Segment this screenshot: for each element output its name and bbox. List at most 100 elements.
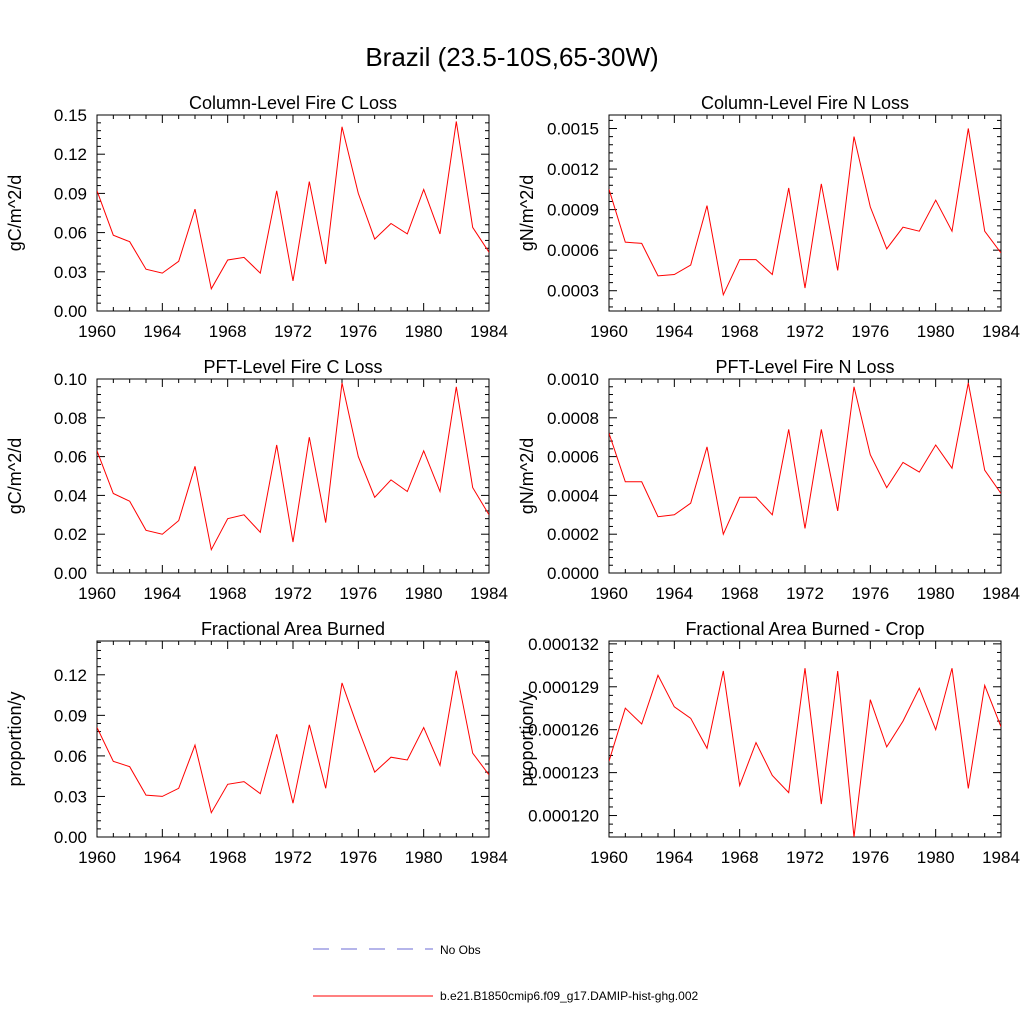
x-tick-label: 1980: [917, 848, 955, 867]
y-tick-label: 0.02: [54, 525, 87, 544]
chart-title: Column-Level Fire N Loss: [701, 93, 909, 113]
y-tick-label: 0.0010: [547, 370, 599, 389]
x-tick-label: 1972: [786, 584, 824, 603]
y-tick-label: 0.0009: [547, 201, 599, 220]
x-tick-label: 1984: [982, 322, 1020, 341]
x-tick-label: 1960: [78, 322, 116, 341]
x-tick-label: 1964: [143, 584, 181, 603]
series-line: [97, 670, 489, 815]
x-tick-label: 1968: [209, 584, 247, 603]
y-tick-label: 0.03: [54, 263, 87, 282]
x-tick-label: 1976: [339, 584, 377, 603]
y-tick-label: 0.04: [54, 486, 87, 505]
y-tick-label: 0.000129: [528, 678, 599, 697]
x-tick-label: 1964: [143, 848, 181, 867]
y-axis-label: gC/m^2/d: [5, 438, 25, 514]
series-line: [609, 668, 1001, 837]
x-tick-label: 1964: [655, 584, 693, 603]
plot-frame: [96, 640, 490, 838]
x-tick-label: 1964: [655, 322, 693, 341]
x-tick-label: 1960: [590, 848, 628, 867]
y-tick-label: 0.15: [54, 106, 87, 125]
y-tick-label: 0.0000: [547, 564, 599, 583]
plot-frame: [96, 378, 490, 574]
y-tick-label: 0.0006: [547, 241, 599, 260]
y-axis-label: proportion/y: [517, 691, 537, 786]
legend: No Obs b.e21.B1850cmip6.f09_g17.DAMIP-hi…: [313, 943, 698, 1003]
x-tick-label: 1976: [851, 322, 889, 341]
y-tick-label: 0.000120: [528, 807, 599, 826]
x-tick-label: 1964: [655, 848, 693, 867]
chart-panel: Fractional Area Burned proportion/y 1960 19…: [5, 619, 508, 867]
series-line: [609, 382, 1001, 536]
y-tick-label: 0.000126: [528, 721, 599, 740]
y-tick-label: 0.06: [54, 747, 87, 766]
chart-title: Fractional Area Burned - Crop: [685, 619, 924, 639]
chart-title: PFT-Level Fire C Loss: [203, 357, 382, 377]
y-tick-label: 0.06: [54, 224, 87, 243]
y-tick-label: 0.09: [54, 706, 87, 725]
plot-frame: [608, 378, 1002, 574]
y-tick-label: 0.000123: [528, 764, 599, 783]
x-tick-label: 1980: [405, 322, 443, 341]
y-tick-label: 0.0003: [547, 282, 599, 301]
x-tick-label: 1976: [851, 584, 889, 603]
chart-panel: Fractional Area Burned - Crop proportion/…: [517, 619, 1020, 867]
chart-panel: Column-Level Fire N Loss gN/m^2/d 1960 1964…: [517, 93, 1020, 341]
x-tick-label: 1968: [721, 848, 759, 867]
y-tick-label: 0.00: [54, 302, 87, 321]
x-tick-label: 1976: [851, 848, 889, 867]
x-tick-label: 1976: [339, 848, 377, 867]
x-tick-label: 1964: [143, 322, 181, 341]
x-tick-label: 1972: [274, 848, 312, 867]
y-tick-label: 0.0002: [547, 525, 599, 544]
y-axis-label: gN/m^2/d: [517, 438, 537, 514]
x-tick-label: 1960: [78, 848, 116, 867]
y-tick-label: 0.00: [54, 828, 87, 847]
y-tick-label: 0.09: [54, 184, 87, 203]
x-tick-label: 1980: [917, 322, 955, 341]
y-tick-label: 0.12: [54, 666, 87, 685]
x-tick-label: 1984: [470, 584, 508, 603]
chart-title: Fractional Area Burned: [201, 619, 385, 639]
x-tick-label: 1960: [78, 584, 116, 603]
y-tick-label: 0.06: [54, 448, 87, 467]
x-tick-label: 1972: [786, 848, 824, 867]
y-axis-label: gN/m^2/d: [517, 175, 537, 251]
legend-obs-label: No Obs: [440, 943, 481, 957]
y-tick-label: 0.0012: [547, 160, 599, 179]
x-tick-label: 1972: [274, 322, 312, 341]
x-tick-label: 1972: [274, 584, 312, 603]
legend-model-label: b.e21.B1850cmip6.f09_g17.DAMIP-hist-ghg.…: [440, 989, 698, 1003]
x-tick-label: 1984: [470, 848, 508, 867]
page-title: Brazil (23.5-10S,65-30W): [365, 42, 658, 72]
plot-frame: [96, 114, 490, 312]
chart-panel: Column-Level Fire C Loss gC/m^2/d 1960 1964…: [5, 93, 508, 341]
chart-title: Column-Level Fire C Loss: [189, 93, 397, 113]
y-tick-label: 0.03: [54, 787, 87, 806]
x-tick-label: 1984: [982, 848, 1020, 867]
x-tick-label: 1984: [982, 584, 1020, 603]
panels: Column-Level Fire C Loss gC/m^2/d 1960 1964…: [5, 93, 1020, 867]
x-tick-label: 1960: [590, 322, 628, 341]
y-tick-label: 0.0015: [547, 120, 599, 139]
x-tick-label: 1972: [786, 322, 824, 341]
x-tick-label: 1968: [721, 322, 759, 341]
series-line: [97, 121, 489, 291]
x-tick-label: 1968: [209, 322, 247, 341]
series-line: [97, 382, 489, 552]
x-tick-label: 1960: [590, 584, 628, 603]
y-tick-label: 0.12: [54, 145, 87, 164]
x-tick-label: 1980: [917, 584, 955, 603]
series-line: [609, 128, 1001, 297]
y-tick-label: 0.10: [54, 370, 87, 389]
y-tick-label: 0.0004: [547, 486, 599, 505]
y-tick-label: 0.08: [54, 409, 87, 428]
x-tick-label: 1976: [339, 322, 377, 341]
y-tick-label: 0.000132: [528, 635, 599, 654]
x-tick-label: 1980: [405, 848, 443, 867]
chart-panel: PFT-Level Fire C Loss gC/m^2/d 1960 1964 196…: [5, 357, 508, 603]
x-tick-label: 1968: [721, 584, 759, 603]
